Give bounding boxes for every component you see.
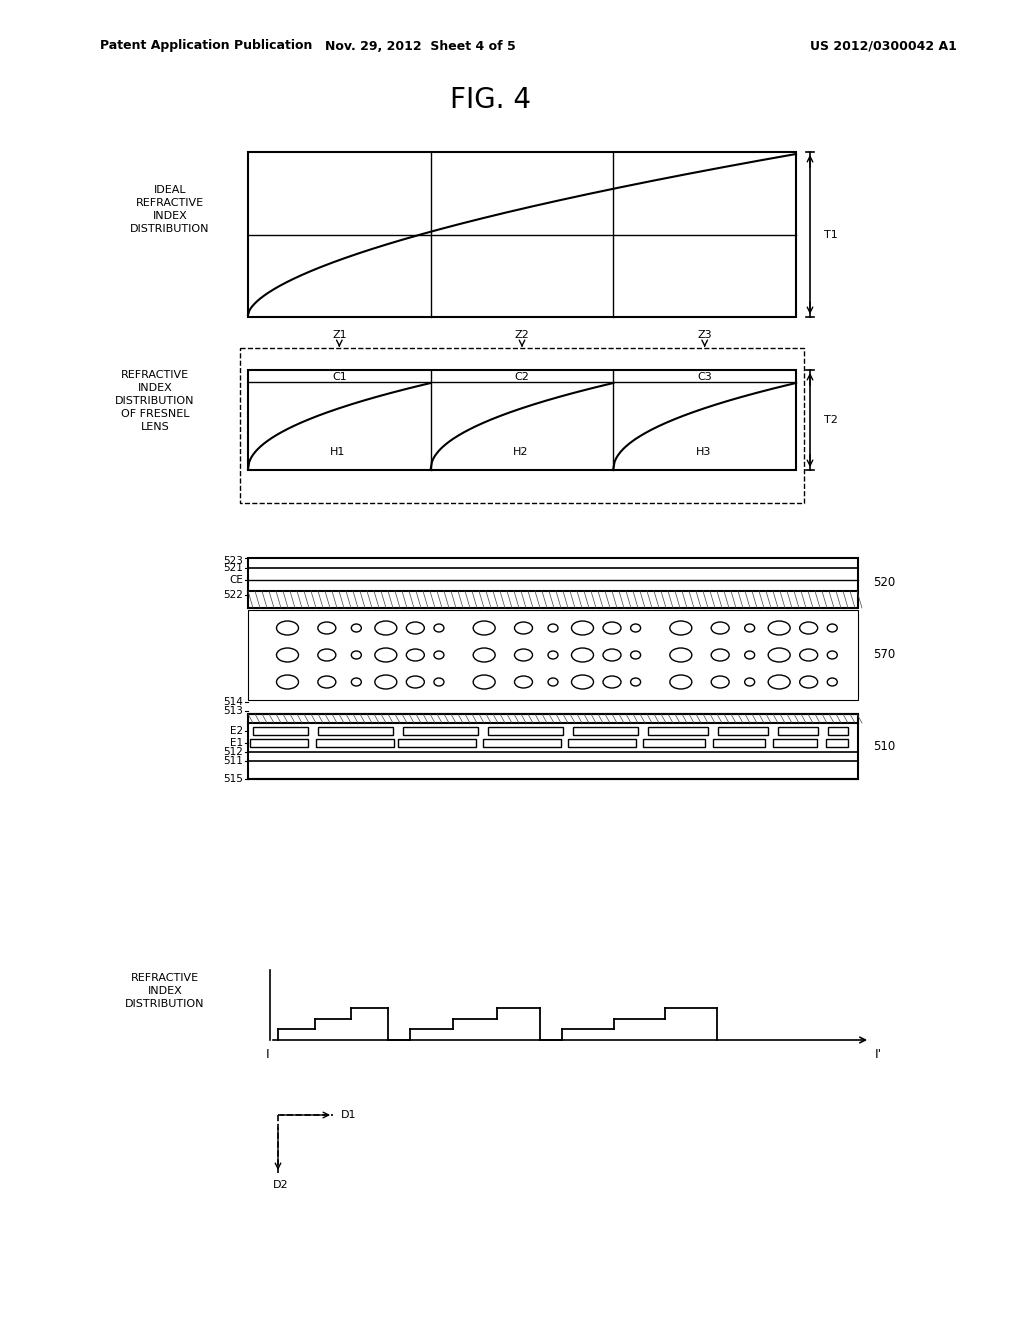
Text: DISTRIBUTION: DISTRIBUTION (116, 396, 195, 407)
Text: IDEAL: IDEAL (154, 185, 186, 195)
Text: I': I' (874, 1048, 882, 1060)
Bar (826, 739, 848, 747)
Bar (248, 370, 796, 470)
Bar (828, 727, 848, 735)
Text: 514: 514 (223, 697, 243, 708)
Bar (398, 739, 476, 747)
Text: I: I (266, 1048, 269, 1060)
Bar (773, 739, 817, 747)
Bar (573, 727, 638, 735)
Text: REFRACTIVE: REFRACTIVE (136, 198, 204, 209)
Text: 510: 510 (873, 741, 895, 752)
Text: 512: 512 (223, 747, 243, 756)
Text: T2: T2 (824, 414, 838, 425)
Text: 521: 521 (223, 564, 243, 573)
Text: Z3: Z3 (697, 330, 712, 341)
Text: 522: 522 (223, 590, 243, 601)
Bar (648, 727, 708, 735)
Text: Z1: Z1 (332, 330, 347, 341)
Text: FIG. 4: FIG. 4 (450, 86, 530, 114)
Bar (643, 739, 705, 747)
Text: CE: CE (229, 576, 243, 585)
Bar (778, 727, 818, 735)
Bar (488, 727, 563, 735)
Text: C3: C3 (697, 372, 712, 381)
Bar (253, 727, 308, 735)
Text: 515: 515 (223, 774, 243, 784)
Text: Nov. 29, 2012  Sheet 4 of 5: Nov. 29, 2012 Sheet 4 of 5 (325, 40, 515, 53)
Text: LENS: LENS (140, 422, 169, 432)
Bar (713, 739, 765, 747)
Text: T1: T1 (824, 230, 838, 239)
Bar (316, 739, 394, 747)
Bar (403, 727, 478, 735)
Bar (248, 152, 796, 317)
Text: 523: 523 (223, 556, 243, 566)
Text: US 2012/0300042 A1: US 2012/0300042 A1 (810, 40, 956, 53)
Text: REFRACTIVE: REFRACTIVE (131, 973, 199, 983)
Bar (568, 739, 636, 747)
Text: H1: H1 (330, 447, 345, 457)
Bar (240, 348, 804, 503)
Text: DISTRIBUTION: DISTRIBUTION (125, 999, 205, 1008)
Text: H3: H3 (695, 447, 711, 457)
Text: Patent Application Publication: Patent Application Publication (100, 40, 312, 53)
Text: C1: C1 (332, 372, 347, 381)
Bar (250, 739, 308, 747)
Text: REFRACTIVE: REFRACTIVE (121, 370, 189, 380)
Bar (718, 727, 768, 735)
Text: 570: 570 (873, 648, 895, 661)
Text: H2: H2 (513, 447, 528, 457)
Bar (248, 558, 858, 609)
Text: 513: 513 (223, 706, 243, 715)
Text: E1: E1 (229, 738, 243, 748)
Text: INDEX: INDEX (153, 211, 187, 220)
Bar (248, 714, 858, 779)
Text: D2: D2 (273, 1180, 289, 1191)
Text: E2: E2 (229, 726, 243, 737)
Text: 511: 511 (223, 756, 243, 766)
Text: C2: C2 (515, 372, 529, 381)
Bar (248, 610, 858, 700)
Text: 520: 520 (873, 577, 895, 590)
Text: Z2: Z2 (515, 330, 529, 341)
Text: D1: D1 (341, 1110, 356, 1119)
Bar (318, 727, 393, 735)
Text: OF FRESNEL: OF FRESNEL (121, 409, 189, 418)
Text: INDEX: INDEX (147, 986, 182, 997)
Bar (483, 739, 561, 747)
Text: DISTRIBUTION: DISTRIBUTION (130, 224, 210, 234)
Text: INDEX: INDEX (137, 383, 172, 393)
